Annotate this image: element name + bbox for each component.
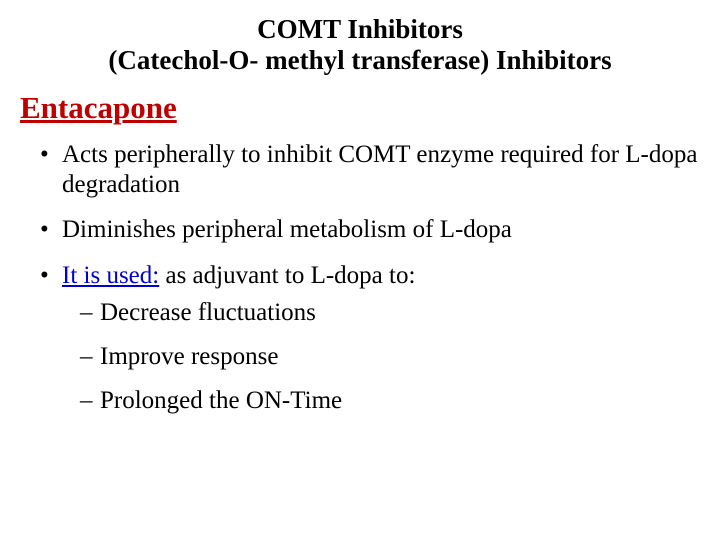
sub-list: Decrease fluctuations Improve response P… bbox=[80, 298, 700, 416]
bullet-item: Diminishes peripheral metabolism of L-do… bbox=[40, 215, 700, 245]
bullet-text: Diminishes peripheral metabolism of L-do… bbox=[62, 216, 512, 243]
slide: COMT Inhibitors (Catechol-O- methyl tran… bbox=[0, 0, 720, 540]
title-line-2: (Catechol-O- methyl transferase) Inhibit… bbox=[108, 45, 611, 75]
bullet-item-usage: It is used: as adjuvant to L-dopa to: De… bbox=[40, 261, 700, 417]
sub-item-text: Decrease fluctuations bbox=[100, 299, 316, 326]
sub-item: Decrease fluctuations bbox=[80, 298, 700, 328]
sub-item: Prolonged the ON-Time bbox=[80, 386, 700, 416]
bullet-list: Acts peripherally to inhibit COMT enzyme… bbox=[40, 140, 700, 416]
usage-label: It is used: bbox=[62, 262, 159, 289]
usage-rest: as adjuvant to L-dopa to: bbox=[159, 262, 415, 289]
sub-item: Improve response bbox=[80, 342, 700, 372]
slide-title: COMT Inhibitors (Catechol-O- methyl tran… bbox=[20, 14, 700, 76]
sub-item-text: Improve response bbox=[100, 343, 278, 370]
drug-name: Entacapone bbox=[20, 90, 700, 126]
sub-item-text: Prolonged the ON-Time bbox=[100, 387, 342, 414]
bullet-text: Acts peripherally to inhibit COMT enzyme… bbox=[62, 141, 697, 198]
bullet-item: Acts peripherally to inhibit COMT enzyme… bbox=[40, 140, 700, 199]
title-line-1: COMT Inhibitors bbox=[257, 14, 463, 44]
